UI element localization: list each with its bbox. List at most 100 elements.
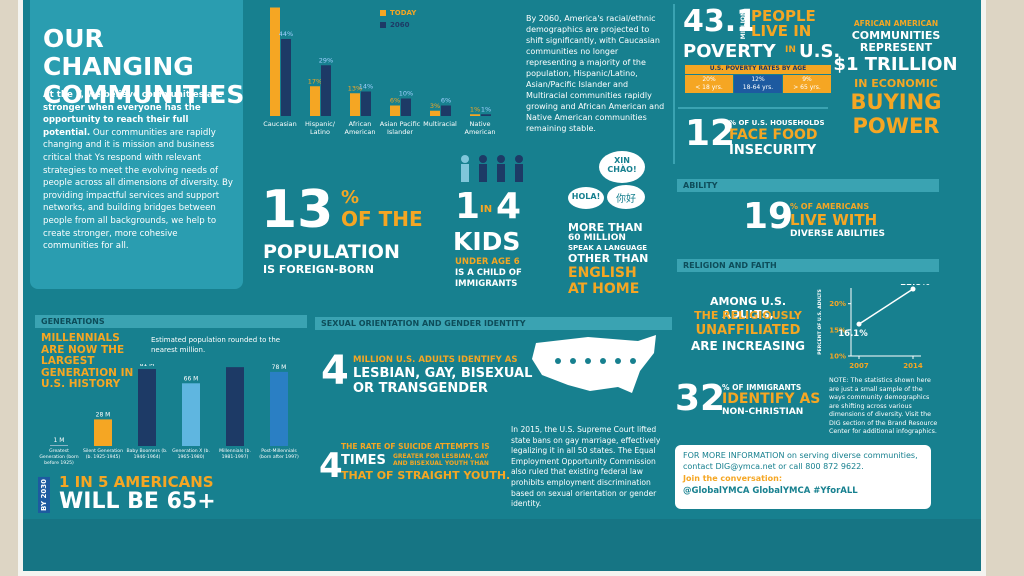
bar bbox=[441, 105, 451, 116]
section-header: ABILITY bbox=[677, 179, 939, 192]
religion-line1: AMONG U.S. ADULTS, bbox=[709, 295, 787, 321]
bar bbox=[226, 367, 244, 446]
age: > 65 yrs. bbox=[793, 84, 821, 91]
age: 18-64 yrs. bbox=[742, 84, 774, 91]
speech-bubble bbox=[568, 187, 604, 209]
intro-text: Our communities are rapidly changing and… bbox=[43, 127, 233, 252]
x-tick-label: Native American bbox=[464, 120, 496, 136]
ability-line2: LIVE WITH bbox=[790, 211, 878, 229]
intro-bold: At the Y, we believe communities are str… bbox=[43, 90, 223, 138]
x-tick-label: Hispanic/ Latino bbox=[305, 120, 335, 136]
age: < 18 yrs. bbox=[695, 84, 723, 91]
bubble-text: 你好 bbox=[616, 194, 636, 205]
note: NOTE: The statistics shown here are just… bbox=[829, 377, 938, 435]
kids-in: IN bbox=[480, 204, 493, 215]
contact-info: FOR MORE INFORMATION on serving diverse … bbox=[683, 451, 918, 471]
food-line2: FACE FOOD bbox=[729, 127, 818, 143]
bar bbox=[361, 91, 371, 116]
kids-line2: IS A CHILD OF bbox=[455, 268, 522, 278]
plot: 1 M 28 M 81 M 66 M 83 M 78 M bbox=[50, 364, 288, 446]
y-tick-label: 20% bbox=[829, 300, 846, 308]
value-label: 44% bbox=[279, 30, 293, 38]
x-tick-label: 2007 bbox=[849, 362, 869, 370]
kids-icons bbox=[461, 155, 523, 182]
bar bbox=[390, 105, 400, 116]
bp-line5: BUYING bbox=[850, 90, 942, 114]
imm-line2: IDENTIFY AS bbox=[722, 391, 821, 407]
x-tick-label: Multiracial bbox=[423, 120, 457, 128]
bar bbox=[481, 114, 491, 116]
bar bbox=[270, 7, 280, 116]
x-tick-label: Caucasian bbox=[263, 120, 297, 128]
y-tick-label: 15% bbox=[829, 326, 846, 334]
legend-label: 2060 bbox=[390, 21, 410, 29]
bar bbox=[470, 114, 480, 116]
value-label: 83 M bbox=[228, 364, 243, 366]
rate-cell: 12% 18-64 yrs. bbox=[734, 75, 782, 93]
gen-note: Estimated population rounded to the near… bbox=[151, 336, 281, 354]
y-tick-label: 10% bbox=[829, 353, 846, 361]
bp-line6: POWER bbox=[852, 114, 940, 138]
x-tick-label: Millennials (b. 1981-1997) bbox=[219, 449, 251, 461]
fb-of-the: OF THE bbox=[341, 207, 423, 231]
poster: OUR CHANGING COMMUNITIES At the Y, we be… bbox=[18, 0, 986, 576]
lang-line1: MORE THAN bbox=[568, 221, 643, 234]
kids-one: 1 bbox=[455, 186, 481, 227]
bubble-text: XIN CHÀO! bbox=[607, 156, 637, 174]
speech-bubble bbox=[599, 151, 645, 183]
lang-line2: 60 MILLION bbox=[568, 233, 626, 243]
lgbt-paragraph: In 2015, the U.S. Supreme Court lifted s… bbox=[511, 425, 661, 509]
contact-box bbox=[675, 445, 931, 509]
x-tick-label: Greatest Generation (born before 1925) bbox=[39, 449, 79, 467]
speech-bubble bbox=[607, 185, 645, 209]
poverty-line2: POVERTY bbox=[683, 41, 776, 62]
bp-line1: AFRICAN AMERICAN bbox=[853, 19, 939, 28]
value-label: 28 M bbox=[96, 411, 111, 418]
religion-line4: ARE INCREASING bbox=[691, 339, 805, 353]
value-label: 66 M bbox=[184, 375, 199, 382]
lang-line3: SPEAK A LANGUAGE bbox=[568, 244, 647, 252]
suicide-number: 4 bbox=[319, 446, 343, 486]
poverty-in: IN bbox=[785, 45, 796, 55]
kids-line3: IMMIGRANTS bbox=[455, 279, 518, 289]
value-label: 16.1% bbox=[838, 329, 868, 339]
ability-line3: DIVERSE ABILITIES bbox=[790, 229, 886, 239]
religion-line2: THE RELIGIOUSLY bbox=[694, 309, 802, 322]
contact-social: @GlobalYMCA GlobalYMCA #YforALL bbox=[683, 486, 858, 496]
lang-line4: OTHER THAN bbox=[568, 252, 649, 265]
generations-chart: 1 M 28 M 81 M 66 M 83 M 78 M Greatest Generati… bbox=[37, 364, 299, 472]
line bbox=[858, 288, 914, 325]
value-label: 1% bbox=[481, 105, 491, 113]
lang-line6: AT HOME bbox=[568, 281, 640, 297]
imm-line1: % OF IMMIGRANTS bbox=[722, 383, 802, 392]
rate: 9% bbox=[802, 76, 812, 83]
instagram: GlobalYMCA bbox=[752, 486, 811, 496]
bar bbox=[430, 110, 440, 116]
religion-chart: PERCENT OF U.S. ADULTS 10% 15% 20% 2007 2014 1… bbox=[813, 284, 931, 376]
x-tick-label: African American bbox=[344, 120, 376, 136]
plot: PERCENT OF U.S. ADULTS 10% 15% 20% 2007 2014 1… bbox=[817, 284, 930, 370]
value-label: 10% bbox=[399, 90, 413, 98]
poverty-number: 43.1 bbox=[683, 4, 758, 39]
title: OUR CHANGING COMMUNITIES bbox=[43, 24, 245, 109]
fb-line2: IS FOREIGN-BORN bbox=[263, 263, 374, 276]
value-label: 81 M bbox=[140, 364, 155, 368]
value-label: 14% bbox=[359, 83, 373, 91]
bp-line4: IN ECONOMIC bbox=[854, 77, 938, 90]
value-label: 1 M bbox=[54, 437, 65, 444]
lgbt-number: 4 bbox=[321, 348, 349, 394]
value-label: 1% bbox=[470, 105, 480, 113]
contact-join: Join the conversation: bbox=[683, 474, 783, 483]
bar bbox=[270, 371, 288, 446]
suicide-line3: THAT OF STRAIGHT YOUTH. bbox=[341, 469, 511, 482]
bar bbox=[94, 419, 112, 446]
x-tick-label: Baby Boomers (b. 1946-1964) bbox=[126, 449, 168, 461]
bp-amount: $1 TRILLION bbox=[833, 54, 958, 75]
imm-number: 32 bbox=[675, 378, 726, 419]
legend-swatch bbox=[380, 22, 386, 28]
footnote-strip bbox=[23, 519, 981, 571]
kids-four: 4 bbox=[496, 186, 522, 227]
value-label: 17% bbox=[308, 77, 322, 85]
rate-cell: 20% < 18 yrs. bbox=[685, 75, 733, 93]
